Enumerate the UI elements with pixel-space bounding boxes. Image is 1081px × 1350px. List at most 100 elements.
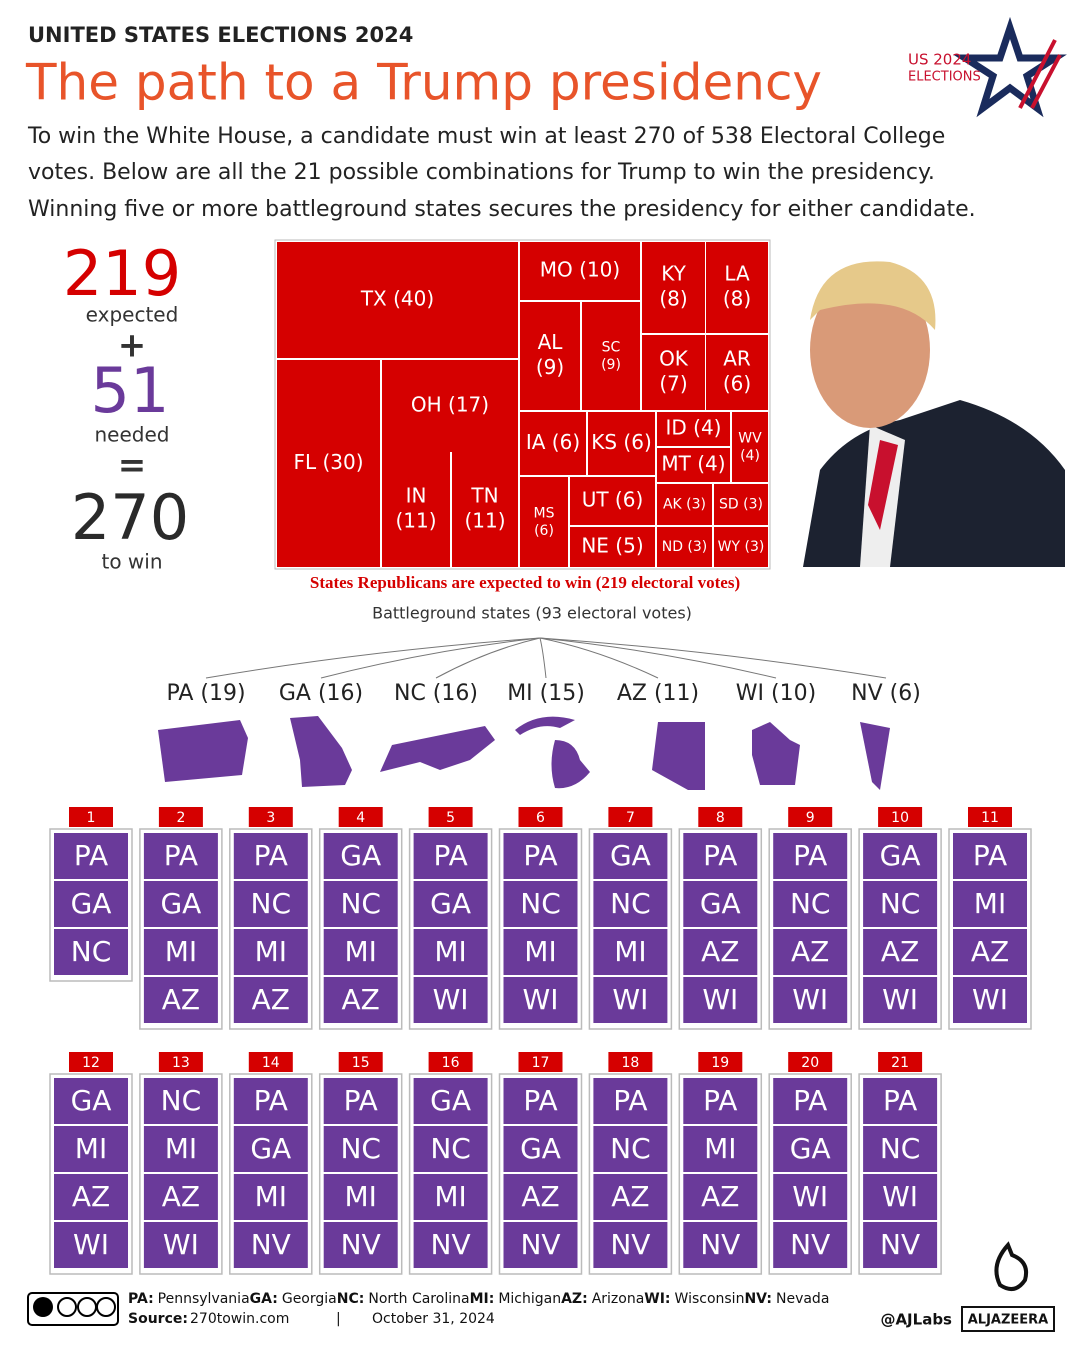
combo-state: AZ	[521, 1180, 559, 1213]
state-shape	[158, 720, 248, 782]
combo-state-cell	[593, 977, 668, 1023]
combo-state: NV	[431, 1228, 471, 1261]
combo-number: 11	[981, 810, 999, 826]
intro-line: votes. Below are all the 21 possible com…	[28, 160, 935, 185]
combo-state: PA	[254, 839, 288, 872]
combo-tag	[518, 1052, 563, 1072]
combo-state-cell	[683, 1078, 758, 1124]
combo-state-cell	[233, 1174, 308, 1220]
legend-name: Pennsylvania	[158, 1291, 250, 1307]
equals: =	[118, 446, 147, 486]
combo-tag	[158, 807, 203, 827]
combo-state: WI	[523, 983, 559, 1016]
treemap-label: (6)	[723, 372, 751, 396]
combo-state: GA	[430, 887, 471, 920]
combo-state: NC	[520, 887, 561, 920]
treemap-label: (7)	[659, 372, 687, 396]
equation: 219 expected + 51 needed = 270 to win	[63, 237, 189, 573]
combo-state-cell	[773, 1078, 848, 1124]
combo-tag	[698, 1052, 743, 1072]
combo-number: 17	[532, 1055, 550, 1071]
combo-state: MI	[974, 887, 1006, 920]
aj-emblem	[994, 1241, 1029, 1291]
combo-state: PA	[793, 839, 827, 872]
combo-state-cell	[593, 881, 668, 927]
combo-tag	[338, 1052, 383, 1072]
combo-state-cell	[593, 1078, 668, 1124]
legend-abbr: GA:	[250, 1291, 278, 1307]
combo-state: AZ	[701, 935, 739, 968]
combo-state: NV	[610, 1228, 650, 1261]
combo-state-cell	[863, 833, 938, 879]
treemap-label: IA (6)	[526, 430, 580, 454]
combo-state-cell	[503, 1078, 578, 1124]
source-label: Source:	[128, 1311, 188, 1327]
combo-state: NC	[340, 887, 381, 920]
battleground-label: PA (19)	[166, 681, 245, 706]
logo-text: ELECTIONS	[908, 70, 981, 85]
logo-stripe	[1018, 39, 1057, 109]
treemap-label: ND (3)	[662, 539, 708, 555]
combo-state: PA	[74, 839, 108, 872]
state-shape	[290, 716, 352, 787]
combo-state-cell	[54, 881, 128, 927]
treemap-label: NE (5)	[581, 534, 643, 558]
combo-state: MI	[165, 1132, 197, 1165]
brand: ALJAZEERA	[968, 1313, 1049, 1328]
combo-state-cell	[683, 977, 758, 1023]
treemap-label: AR	[723, 347, 751, 371]
treemap-cell	[732, 412, 768, 482]
treemap-label: TX (40)	[360, 287, 434, 311]
separator: |	[336, 1311, 341, 1327]
combo-state: PA	[164, 839, 198, 872]
legend-name: Nevada	[776, 1291, 829, 1307]
treemap-cell	[657, 412, 730, 446]
footer: PA: PennsylvaniaGA: GeorgiaNC: North Caroli…	[27, 1241, 1055, 1332]
combo-state: WI	[972, 983, 1008, 1016]
combo-state: GA	[160, 887, 201, 920]
combo-state: PA	[703, 1084, 737, 1117]
combo-state: NV	[520, 1228, 560, 1261]
state-shape	[515, 716, 590, 789]
combo-state-cell	[863, 881, 938, 927]
combo-state: PA	[703, 839, 737, 872]
combo-state: WI	[433, 983, 469, 1016]
treemap-cell	[714, 484, 768, 525]
treemap-cell	[642, 242, 705, 333]
combo-state-cell	[863, 1126, 938, 1172]
combo-state-cell	[593, 1126, 668, 1172]
combo-state-cell	[54, 929, 128, 975]
title: The path to a Trump presidency	[25, 54, 822, 112]
combo-state-cell	[54, 1174, 128, 1220]
combo-number: 6	[536, 810, 545, 826]
combo-state-cell	[323, 833, 398, 879]
legend-name: Michigan	[498, 1291, 561, 1307]
combo-state-cell	[503, 929, 578, 975]
battleground-label: WI (10)	[736, 681, 816, 706]
combo-state: GA	[610, 839, 651, 872]
brand-box	[961, 1306, 1055, 1332]
combo-number: 20	[801, 1055, 819, 1071]
combo-state-cell	[143, 833, 218, 879]
expected-number: 219	[63, 237, 181, 310]
expected-label: expected	[86, 303, 179, 327]
treemap-label: FL (30)	[293, 450, 363, 474]
plus: +	[118, 326, 147, 366]
treemap-label: MT (4)	[661, 452, 725, 476]
combo-tag	[878, 1052, 923, 1072]
treemap-cell	[382, 360, 518, 452]
combo-state-cell	[593, 1222, 668, 1268]
combo-state: GA	[71, 887, 112, 920]
combo-state: PA	[433, 839, 467, 872]
combo-state-cell	[323, 1222, 398, 1268]
combo-tag	[248, 1052, 293, 1072]
combo-state-cell	[54, 1078, 128, 1124]
treemap-cell	[588, 412, 655, 475]
combo-state: MI	[434, 1180, 466, 1213]
combo-number: 7	[626, 810, 635, 826]
treemap-label: MS	[534, 505, 555, 521]
combo-tag	[69, 1052, 113, 1072]
combo-state-cell	[683, 1222, 758, 1268]
combo-number: 12	[82, 1055, 100, 1071]
combo-state: WI	[612, 983, 648, 1016]
